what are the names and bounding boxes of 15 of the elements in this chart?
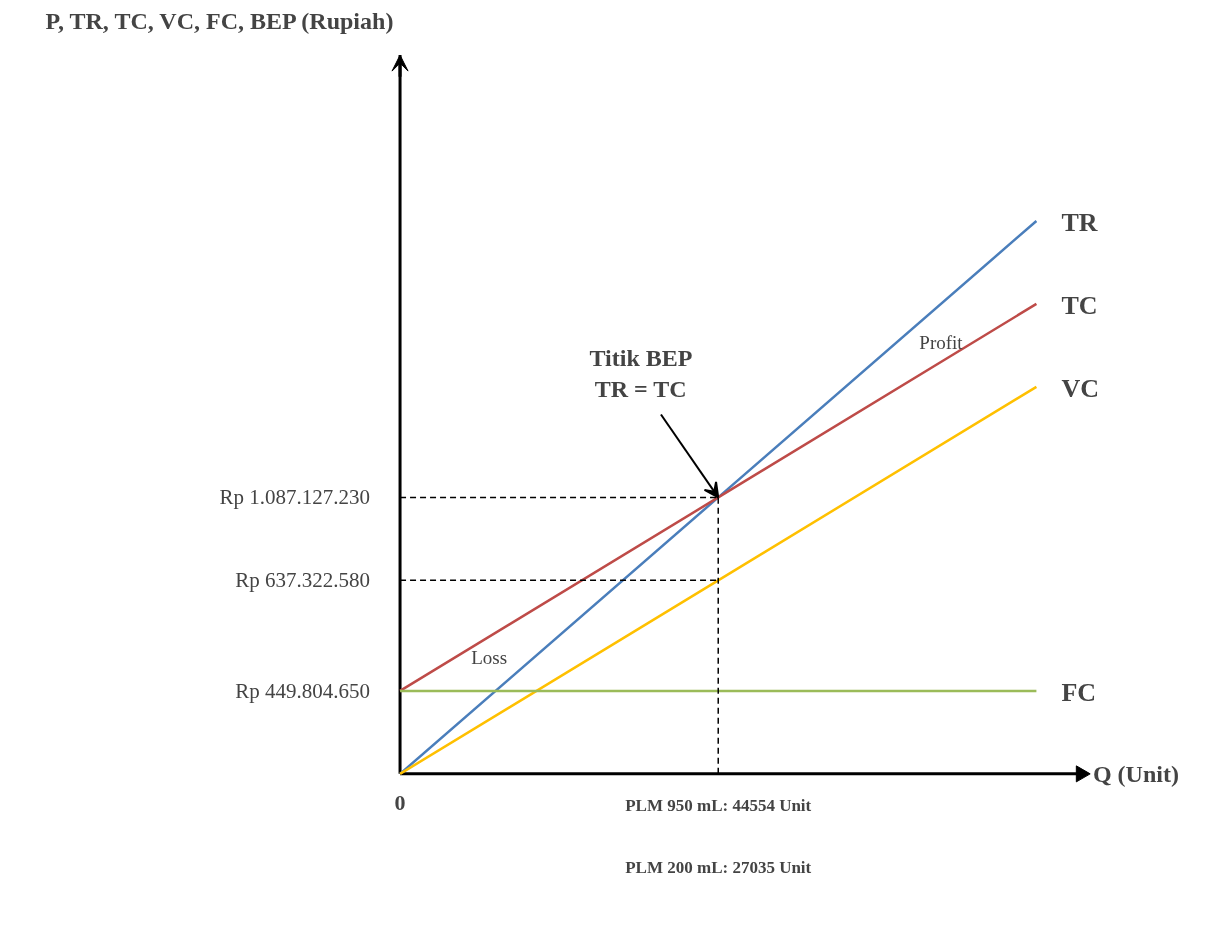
chart-title: P, TR, TC, VC, FC, BEP (Rupiah) (45, 7, 394, 34)
ref-line-label: Rp 1.087.127.230 (219, 485, 371, 510)
annotation: Titik BEP TR = TC (589, 345, 693, 403)
annotation: Loss (471, 647, 508, 669)
ref-line-label: Rp 637.322.580 (235, 568, 371, 593)
x-tick-label: 0 (394, 789, 406, 815)
text: PLM 200 mL: 27035 Unit (625, 858, 812, 878)
annotation: Rp 449.804.650 (235, 678, 371, 703)
series-label: VC (1061, 374, 1099, 404)
annotation: Profit (919, 332, 964, 354)
series-label: TR (1061, 208, 1098, 238)
series-label: FC (1061, 678, 1097, 708)
x-tick-label: PLM 950 mL: 44554 Unit (625, 795, 812, 815)
series-label: TC (1061, 291, 1098, 321)
x-axis-title: Q (Unit) (1092, 760, 1179, 787)
